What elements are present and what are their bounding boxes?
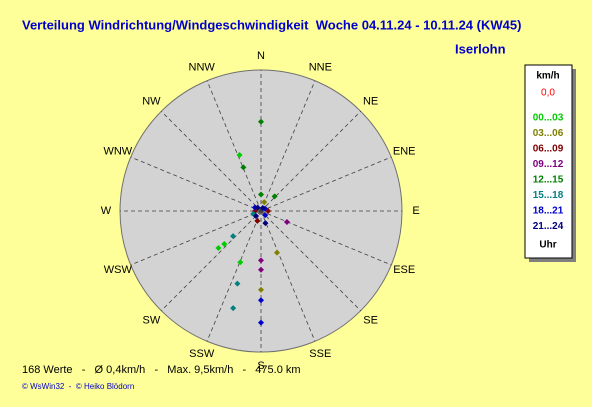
direction-label: NW bbox=[142, 95, 161, 107]
direction-label: NNW bbox=[189, 62, 216, 74]
legend-entry: 06...09 bbox=[533, 144, 564, 155]
spoke bbox=[260, 156, 392, 212]
data-point bbox=[261, 199, 268, 206]
spoke bbox=[130, 210, 262, 266]
data-point bbox=[259, 204, 266, 211]
direction-label: ESE bbox=[393, 264, 415, 276]
legend-entry: 21...24 bbox=[533, 221, 564, 232]
direction-label: SW bbox=[143, 315, 161, 327]
data-point bbox=[240, 164, 247, 171]
legend-entry: 03...06 bbox=[533, 128, 564, 139]
data-point bbox=[221, 241, 228, 248]
spoke bbox=[130, 156, 262, 212]
chart-subtitle: Iserlohn bbox=[455, 41, 506, 56]
direction-label: WNW bbox=[103, 146, 132, 158]
spoke bbox=[206, 210, 262, 342]
direction-label: SSW bbox=[189, 348, 215, 360]
spoke bbox=[161, 111, 262, 212]
legend-entry: 00...03 bbox=[533, 113, 564, 124]
direction-label: W bbox=[101, 205, 112, 217]
data-point bbox=[237, 259, 244, 266]
data-point bbox=[283, 219, 290, 226]
data-point bbox=[234, 280, 241, 287]
legend: km/h 0,0 Uhr 00...03 03...06 06...09 09...1… bbox=[533, 71, 564, 251]
spoke bbox=[260, 210, 392, 266]
direction-label: ENE bbox=[393, 146, 416, 158]
direction-label: S bbox=[257, 360, 264, 372]
direction-label: WSW bbox=[104, 264, 133, 276]
chart-title: Verteilung Windrichtung/Windgeschwindigk… bbox=[22, 17, 521, 32]
data-point bbox=[274, 249, 281, 256]
data-point bbox=[262, 220, 269, 227]
legend-box bbox=[524, 64, 573, 259]
legend-entry: 09...12 bbox=[533, 159, 564, 170]
spoke bbox=[260, 80, 316, 212]
data-point bbox=[258, 257, 264, 264]
data-point bbox=[258, 319, 264, 326]
spoke bbox=[260, 111, 361, 212]
direction-label: SE bbox=[363, 315, 378, 327]
data-point bbox=[258, 297, 264, 304]
data-point bbox=[258, 286, 264, 293]
data-point bbox=[254, 204, 261, 211]
spoke bbox=[161, 210, 262, 311]
data-point bbox=[254, 217, 261, 224]
data-point bbox=[215, 245, 222, 252]
data-point bbox=[262, 212, 269, 219]
legend-footer: Uhr bbox=[539, 240, 556, 251]
direction-label: NNE bbox=[309, 62, 332, 74]
spoke bbox=[260, 210, 316, 342]
data-point bbox=[236, 152, 243, 159]
data-point bbox=[230, 233, 237, 240]
data-point bbox=[258, 266, 264, 273]
legend-entry: 15...18 bbox=[533, 190, 564, 201]
spoke bbox=[260, 210, 361, 311]
copyright: © WsWin32 - © Heiko Blödorn bbox=[22, 382, 134, 391]
legend-entry: 18...21 bbox=[533, 206, 564, 217]
stats: 168 Werte - Ø 0,4km/h - Max. 9,5km/h - 4… bbox=[22, 364, 301, 376]
legend-entry: 12...15 bbox=[533, 175, 564, 186]
direction-label: N bbox=[257, 50, 265, 62]
spoke bbox=[206, 80, 262, 212]
data-point bbox=[258, 191, 264, 198]
spokes bbox=[120, 70, 402, 352]
data-point bbox=[230, 305, 237, 312]
legend-calm: 0,0 bbox=[541, 88, 555, 99]
direction-label: E bbox=[412, 205, 419, 217]
legend-title: km/h bbox=[536, 71, 559, 82]
data-point bbox=[271, 193, 278, 200]
data-point bbox=[258, 118, 264, 125]
direction-label: NE bbox=[363, 95, 378, 107]
data-point bbox=[253, 212, 260, 219]
direction-label: SSE bbox=[309, 348, 331, 360]
